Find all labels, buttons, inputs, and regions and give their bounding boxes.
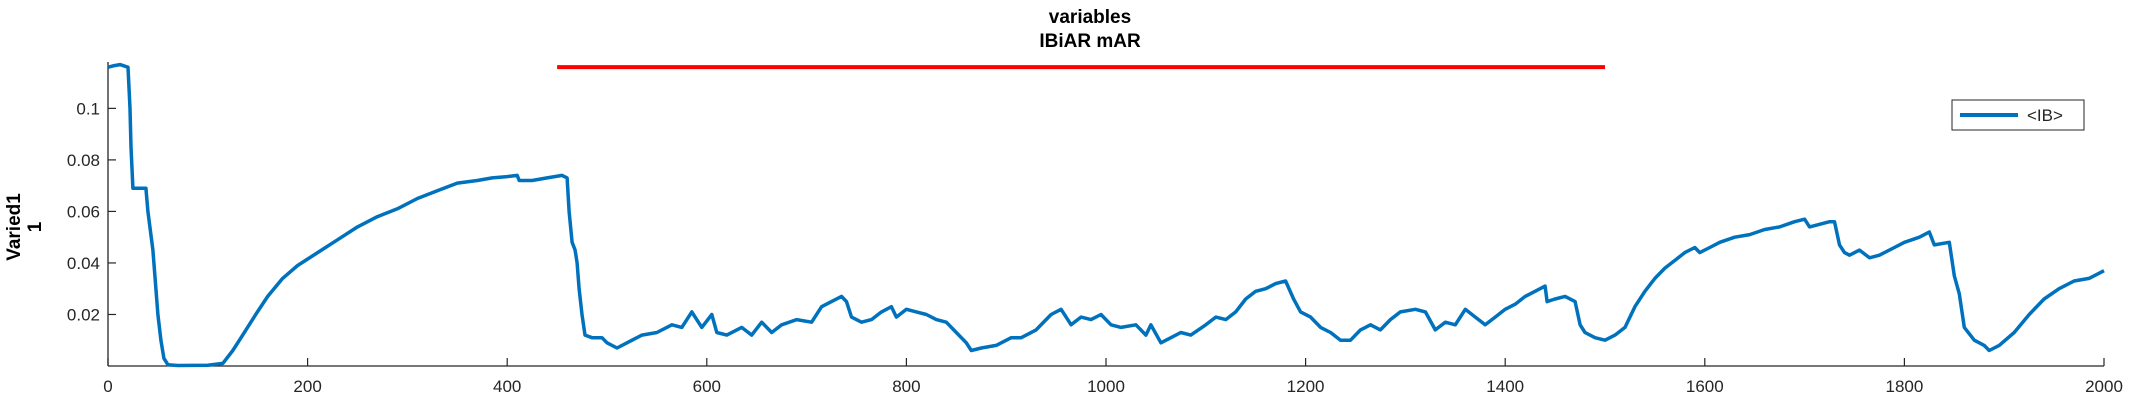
series-line-ib xyxy=(107,62,2105,368)
x-tick-label: 1200 xyxy=(1287,377,1325,396)
y-axis-label-line-1: Varied1 xyxy=(4,193,25,261)
y-tick-label: 0.08 xyxy=(67,151,100,170)
x-tick-label: 200 xyxy=(293,377,321,396)
x-tick-label: 1600 xyxy=(1686,377,1724,396)
x-tick-label: 1400 xyxy=(1486,377,1524,396)
x-tick-label: 1800 xyxy=(1885,377,1923,396)
x-tick-label: 0 xyxy=(103,377,112,396)
x-tick-label: 2000 xyxy=(2085,377,2123,396)
legend: <IB> xyxy=(1951,99,2085,131)
y-tick-label: 0.1 xyxy=(76,99,100,118)
axes: 0 200 400 600 800 1000 1200 1400 1600 1800 2000 0.0… xyxy=(67,62,2123,396)
x-tick-label: 600 xyxy=(693,377,721,396)
chart-title: variables IBiAR mAR xyxy=(1039,7,1141,52)
x-tick-label: 1000 xyxy=(1087,377,1125,396)
y-axis-label-line-2: 1 xyxy=(25,221,46,232)
y-tick-label: 0.06 xyxy=(67,202,100,221)
y-axis-label: Varied1 1 xyxy=(4,193,46,261)
x-tick-label: 800 xyxy=(892,377,920,396)
y-tick-label: 0.04 xyxy=(67,254,100,273)
x-tick-label: 400 xyxy=(493,377,521,396)
series-lines xyxy=(107,62,2105,368)
y-tick-label: 0.02 xyxy=(67,305,100,324)
title-line-1: variables xyxy=(1049,7,1131,28)
legend-label: <IB> xyxy=(2027,106,2063,125)
title-line-2: IBiAR mAR xyxy=(1039,31,1141,52)
